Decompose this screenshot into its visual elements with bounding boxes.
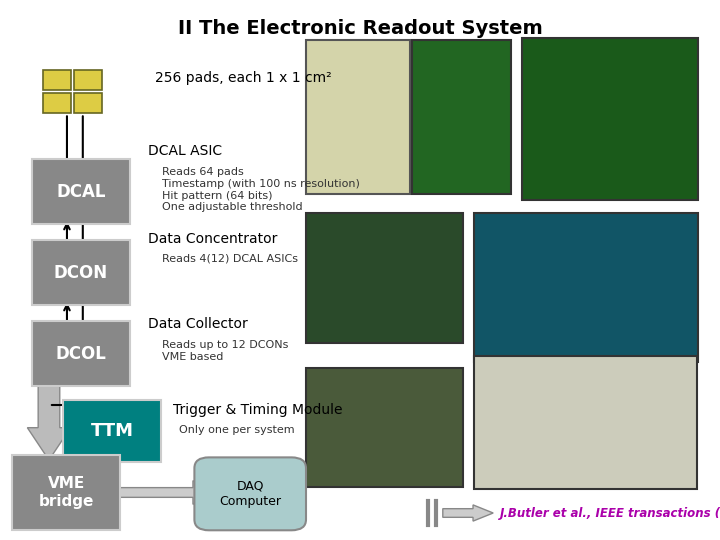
Text: DCAL: DCAL — [56, 183, 106, 201]
Text: Data Collector: Data Collector — [148, 317, 248, 331]
Text: DCOL: DCOL — [55, 345, 107, 363]
Bar — [43, 70, 71, 90]
Text: VME
bridge: VME bridge — [39, 476, 94, 509]
Text: Reads 64 pads
Timestamp (with 100 ns resolution)
Hit pattern (64 bits)
One adjus: Reads 64 pads Timestamp (with 100 ns res… — [162, 167, 360, 212]
Text: Reads up to 12 DCONs
VME based: Reads up to 12 DCONs VME based — [162, 340, 289, 362]
Text: Data Concentrator: Data Concentrator — [148, 232, 277, 246]
Bar — [474, 213, 698, 362]
Bar — [306, 368, 463, 487]
Bar — [43, 93, 71, 113]
Bar — [412, 40, 511, 194]
Text: DCAL ASIC: DCAL ASIC — [148, 144, 222, 158]
Bar — [74, 70, 102, 90]
FancyBboxPatch shape — [32, 240, 130, 305]
FancyBboxPatch shape — [32, 321, 130, 386]
Text: TTM: TTM — [91, 422, 133, 440]
Bar — [474, 356, 697, 489]
Text: II The Electronic Readout System: II The Electronic Readout System — [178, 19, 542, 38]
Text: Only one per system: Only one per system — [179, 425, 294, 435]
Text: Trigger & Timing Module: Trigger & Timing Module — [173, 403, 342, 417]
FancyBboxPatch shape — [12, 455, 120, 530]
Text: DCON: DCON — [54, 264, 108, 282]
Bar — [306, 40, 410, 194]
Polygon shape — [113, 481, 209, 504]
Text: DAQ
Computer: DAQ Computer — [219, 480, 282, 508]
Text: J.Butler et al., IEEE transactions (2007): J.Butler et al., IEEE transactions (2007… — [500, 507, 720, 519]
Polygon shape — [443, 505, 493, 521]
Text: 256 pads, each 1 x 1 cm²: 256 pads, each 1 x 1 cm² — [155, 71, 331, 85]
Polygon shape — [27, 381, 71, 460]
Bar — [306, 213, 463, 343]
Bar — [522, 38, 698, 200]
Text: Reads 4(12) DCAL ASICs: Reads 4(12) DCAL ASICs — [162, 254, 298, 264]
FancyBboxPatch shape — [63, 400, 161, 462]
FancyBboxPatch shape — [194, 457, 306, 530]
FancyBboxPatch shape — [32, 159, 130, 224]
Bar — [74, 93, 102, 113]
